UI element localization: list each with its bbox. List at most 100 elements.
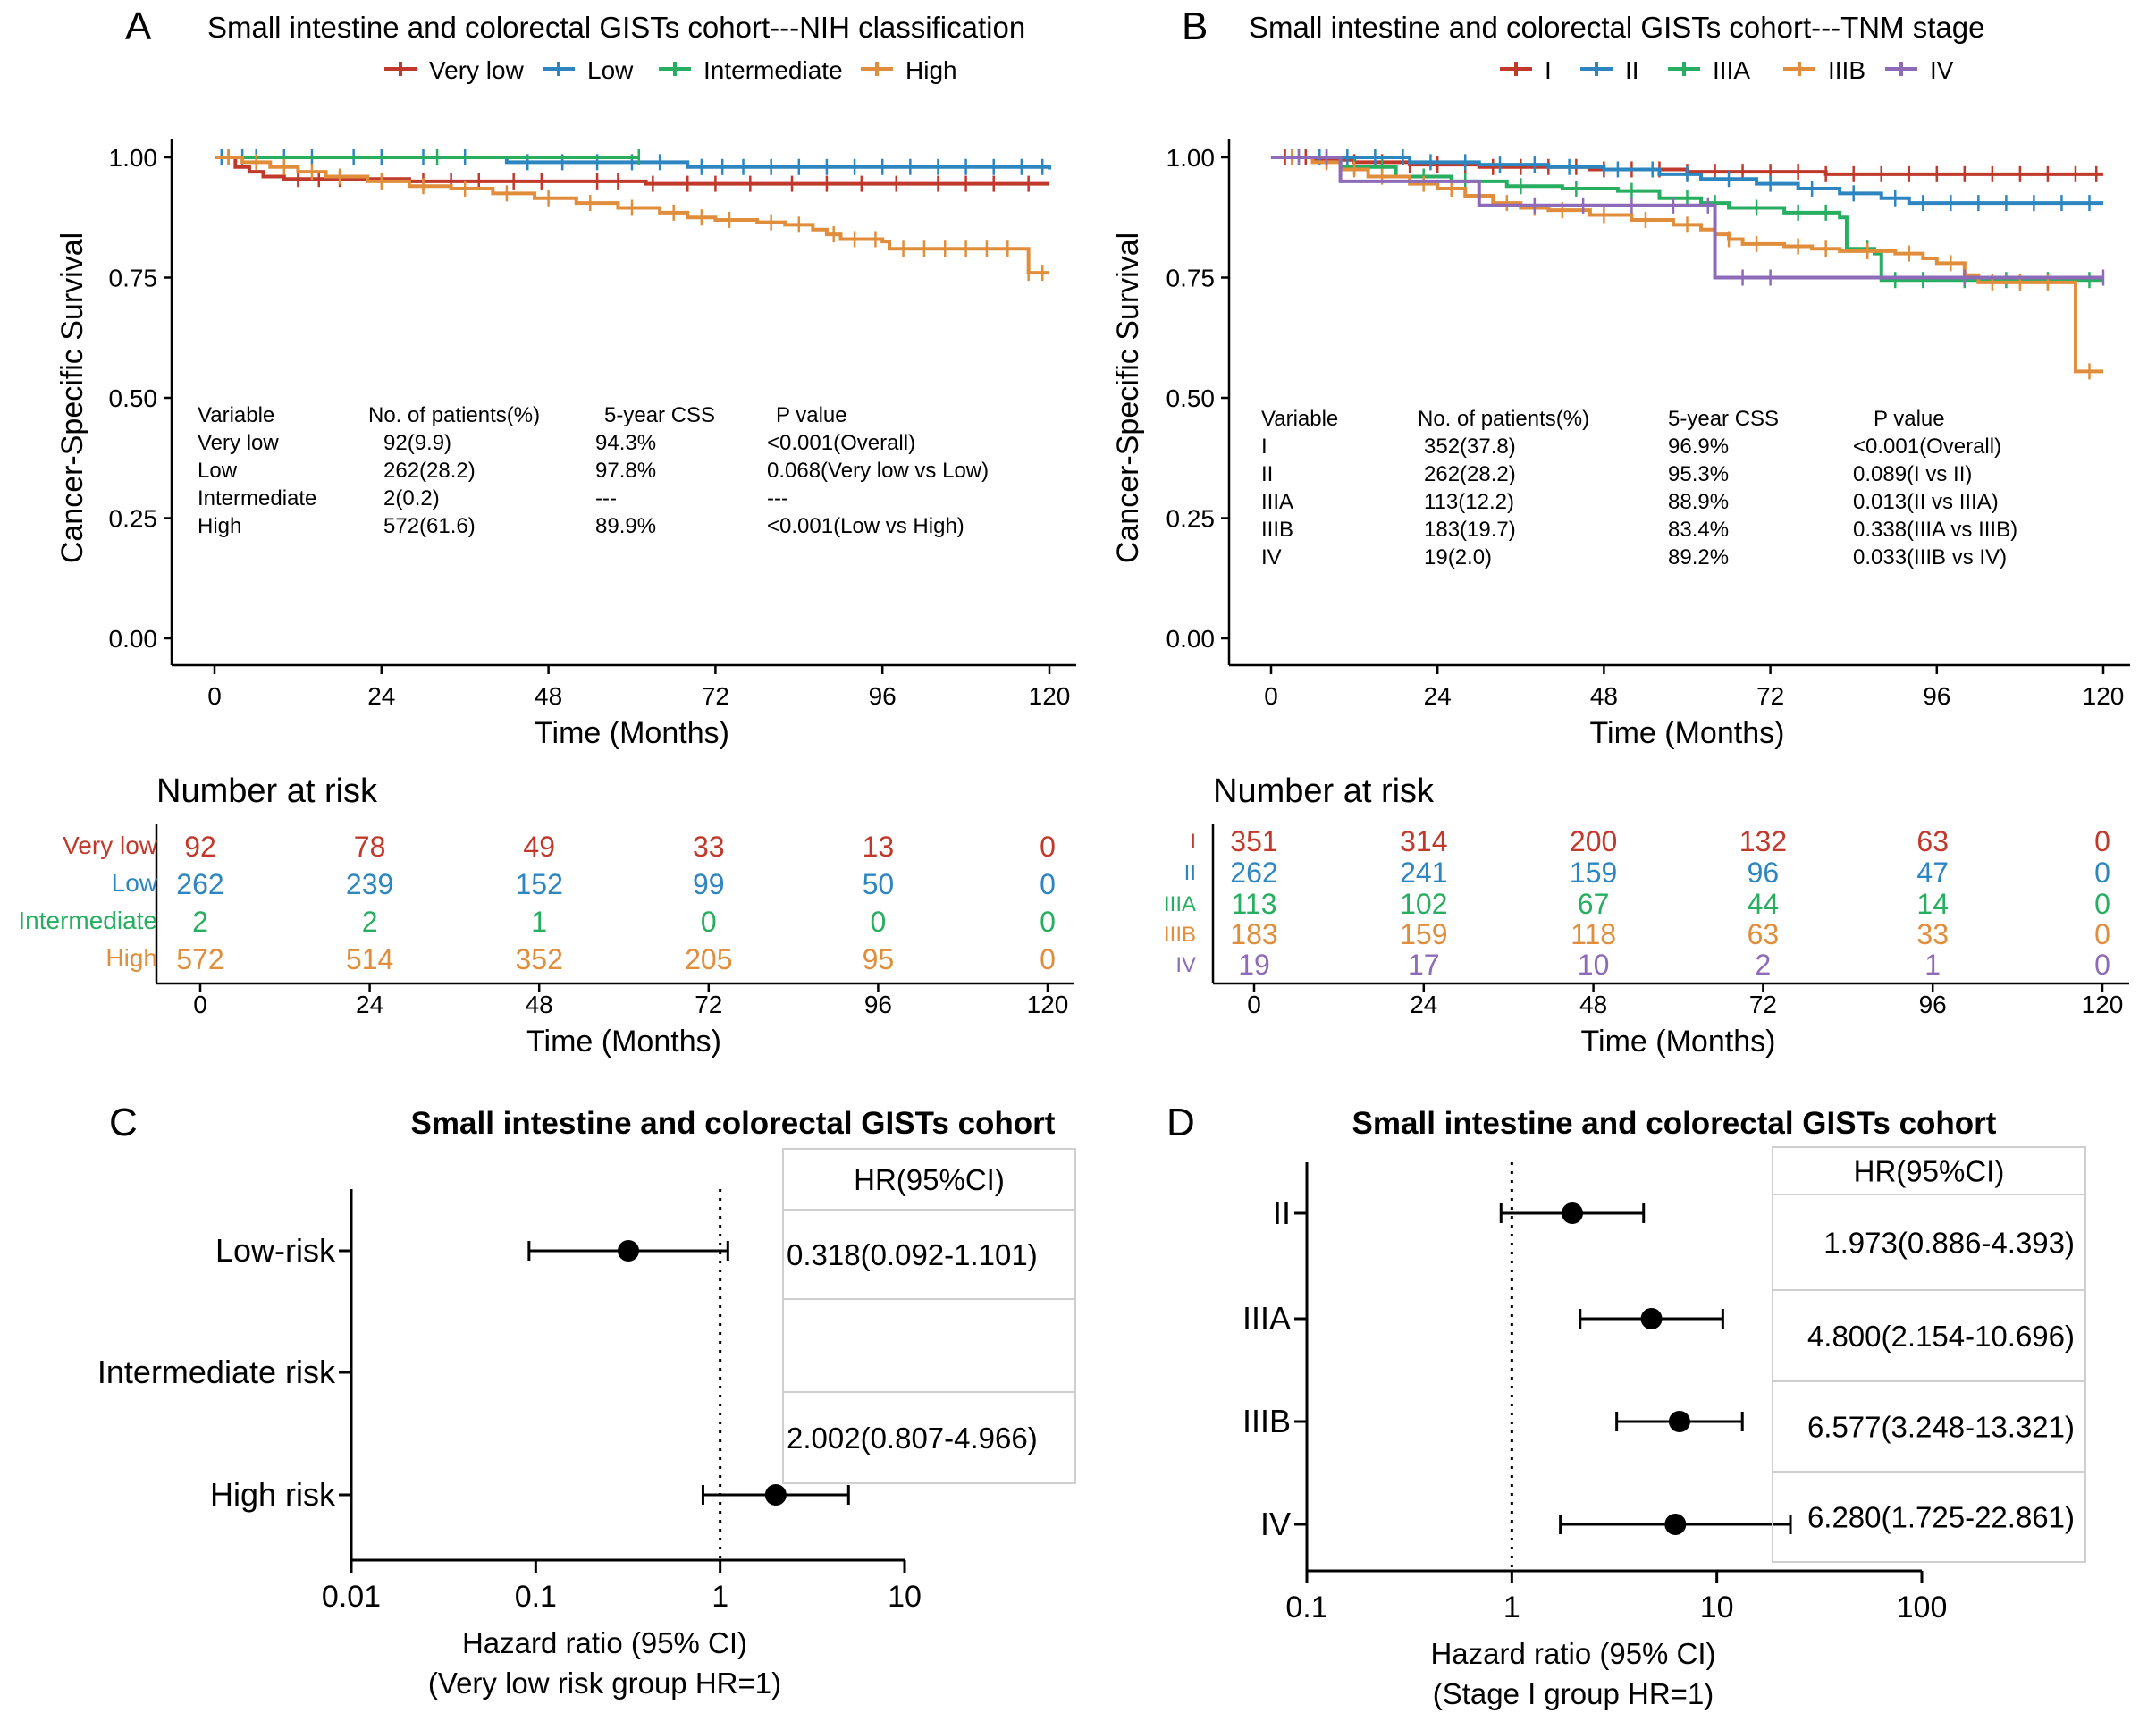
stats-table-cell: 88.9% (1668, 490, 1729, 514)
row-label: IIIA (1242, 1300, 1291, 1337)
legend: I II IIIA IIIB IV (1500, 56, 1954, 84)
risk-row-label: IIIA (1164, 892, 1196, 916)
risk-count: 13 (863, 831, 895, 863)
x-tick-label: 0 (1264, 682, 1278, 710)
panel-b: B Small intestine and colorectal GISTs co… (1111, 4, 2130, 1059)
stats-table-header: P value (776, 403, 847, 427)
survival-curve-high (215, 156, 1049, 275)
panel-letter: B (1182, 4, 1208, 48)
y-tick-label: 0.75 (109, 265, 158, 292)
risk-count: 96 (1748, 856, 1780, 889)
risk-count: 92 (184, 831, 216, 863)
risk-count: 572 (176, 943, 223, 975)
hr-point (618, 1240, 640, 1262)
stats-table-cell: 572(61.6) (383, 514, 476, 538)
hr-point (1640, 1308, 1663, 1329)
risk-table-title: Number at risk (1213, 772, 1435, 810)
x-tick-label: 24 (1424, 682, 1452, 710)
risk-row-label: IIIB (1164, 923, 1196, 947)
x-tick-label: 1 (712, 1580, 728, 1614)
hr-point (1562, 1202, 1584, 1224)
x-tick-label: 10 (888, 1580, 922, 1614)
risk-row-label: I (1190, 830, 1196, 854)
legend-label: I (1545, 56, 1552, 84)
panel-letter: C (109, 1101, 138, 1144)
risk-x-tick-label: 24 (356, 991, 383, 1018)
row-label: High risk (210, 1476, 336, 1513)
risk-row-label: Very low (63, 831, 158, 859)
risk-count: 205 (685, 943, 732, 975)
chart-title: Small intestine and colorectal GISTs coh… (207, 11, 1025, 44)
stats-table-cell: 92(9.9) (383, 431, 451, 455)
legend-label: High (905, 56, 957, 84)
chart-title: Small intestine and colorectal GISTs coh… (411, 1106, 1056, 1141)
panel-a: A Small intestine and colorectal GISTs co… (18, 4, 1076, 1059)
risk-row-label: II (1184, 861, 1196, 885)
risk-count: 200 (1570, 825, 1617, 857)
y-tick-label: 0.50 (109, 384, 158, 412)
stats-table-cell: 352(37.8) (1424, 435, 1516, 459)
risk-x-tick-label: 72 (1749, 991, 1777, 1018)
x-tick-label: 120 (1029, 682, 1071, 710)
x-tick-label: 96 (1923, 682, 1950, 710)
legend-label: IV (1930, 56, 1954, 84)
risk-count: 95 (863, 943, 895, 975)
risk-x-tick-label: 120 (1027, 991, 1069, 1018)
survival-curve-iiib (1271, 156, 2103, 374)
risk-count: 49 (523, 831, 555, 863)
hr-table-value: 6.280(1.725-22.861) (1807, 1501, 2075, 1534)
risk-x-tick-label: 48 (1579, 991, 1607, 1018)
stats-table-cell: II (1261, 462, 1273, 486)
risk-count: 352 (516, 943, 563, 975)
risk-count: 0 (871, 906, 887, 938)
legend-label: Low (587, 56, 634, 84)
stats-table-cell: 262(28.2) (383, 459, 476, 483)
risk-count: 0 (1040, 943, 1056, 975)
risk-count: 0 (2094, 918, 2110, 950)
x-tick-label: 72 (1756, 682, 1784, 710)
x-tick-label: 72 (702, 682, 729, 710)
panel-letter: A (125, 4, 152, 48)
risk-count: 19 (1238, 949, 1270, 981)
x-axis-subtitle: (Stage I group HR=1) (1433, 1677, 1714, 1710)
survival-curve-iiia (1271, 156, 2103, 283)
y-tick-label: 0.25 (1166, 505, 1216, 533)
risk-x-tick-label: 48 (526, 991, 553, 1018)
risk-count: 152 (516, 868, 563, 900)
stats-table-cell: 83.4% (1668, 518, 1729, 542)
hr-table-value: 2.002(0.807-4.966) (787, 1422, 1038, 1455)
risk-x-tick-label: 96 (1919, 991, 1947, 1018)
hr-table-header: HR(95%CI) (854, 1163, 1005, 1196)
stats-table-cell: 94.3% (595, 431, 656, 455)
x-tick-label: 100 (1897, 1591, 1948, 1624)
legend-label: IIIB (1828, 56, 1865, 84)
risk-count: 63 (1748, 918, 1780, 950)
stats-table-cell: 19(2.0) (1424, 545, 1492, 570)
stats-table-cell: IIIB (1261, 518, 1293, 542)
risk-count: 514 (346, 943, 393, 975)
x-tick-label: 48 (535, 682, 562, 710)
x-tick-label: 1 (1503, 1591, 1520, 1624)
risk-count: 0 (2094, 856, 2110, 889)
row-label: Intermediate risk (97, 1354, 336, 1390)
hr-table-cell (782, 1298, 1076, 1393)
x-axis-subtitle: (Very low risk group HR=1) (428, 1667, 781, 1700)
row-label: IIIB (1242, 1403, 1291, 1439)
risk-count: 2 (1756, 949, 1772, 981)
risk-count: 118 (1571, 918, 1616, 950)
risk-count: 14 (1916, 888, 1949, 920)
panel-c: C Small intestine and colorectal GISTs co… (97, 1101, 1076, 1700)
stats-table-cell: 97.8% (595, 459, 656, 483)
stats-table-cell: 0.013(II vs IIIA) (1853, 490, 1999, 514)
stats-table-cell: --- (595, 486, 617, 511)
risk-count: 0 (2094, 825, 2110, 857)
stats-table-cell: 113(12.2) (1424, 490, 1514, 514)
y-tick-label: 0.00 (109, 625, 158, 653)
risk-count: 99 (693, 868, 725, 900)
x-tick-label: 48 (1590, 682, 1618, 710)
stats-table-cell: 89.9% (595, 514, 656, 538)
risk-row-label: Low (112, 869, 158, 897)
risk-count: 44 (1748, 888, 1780, 920)
risk-count: 78 (354, 831, 386, 863)
